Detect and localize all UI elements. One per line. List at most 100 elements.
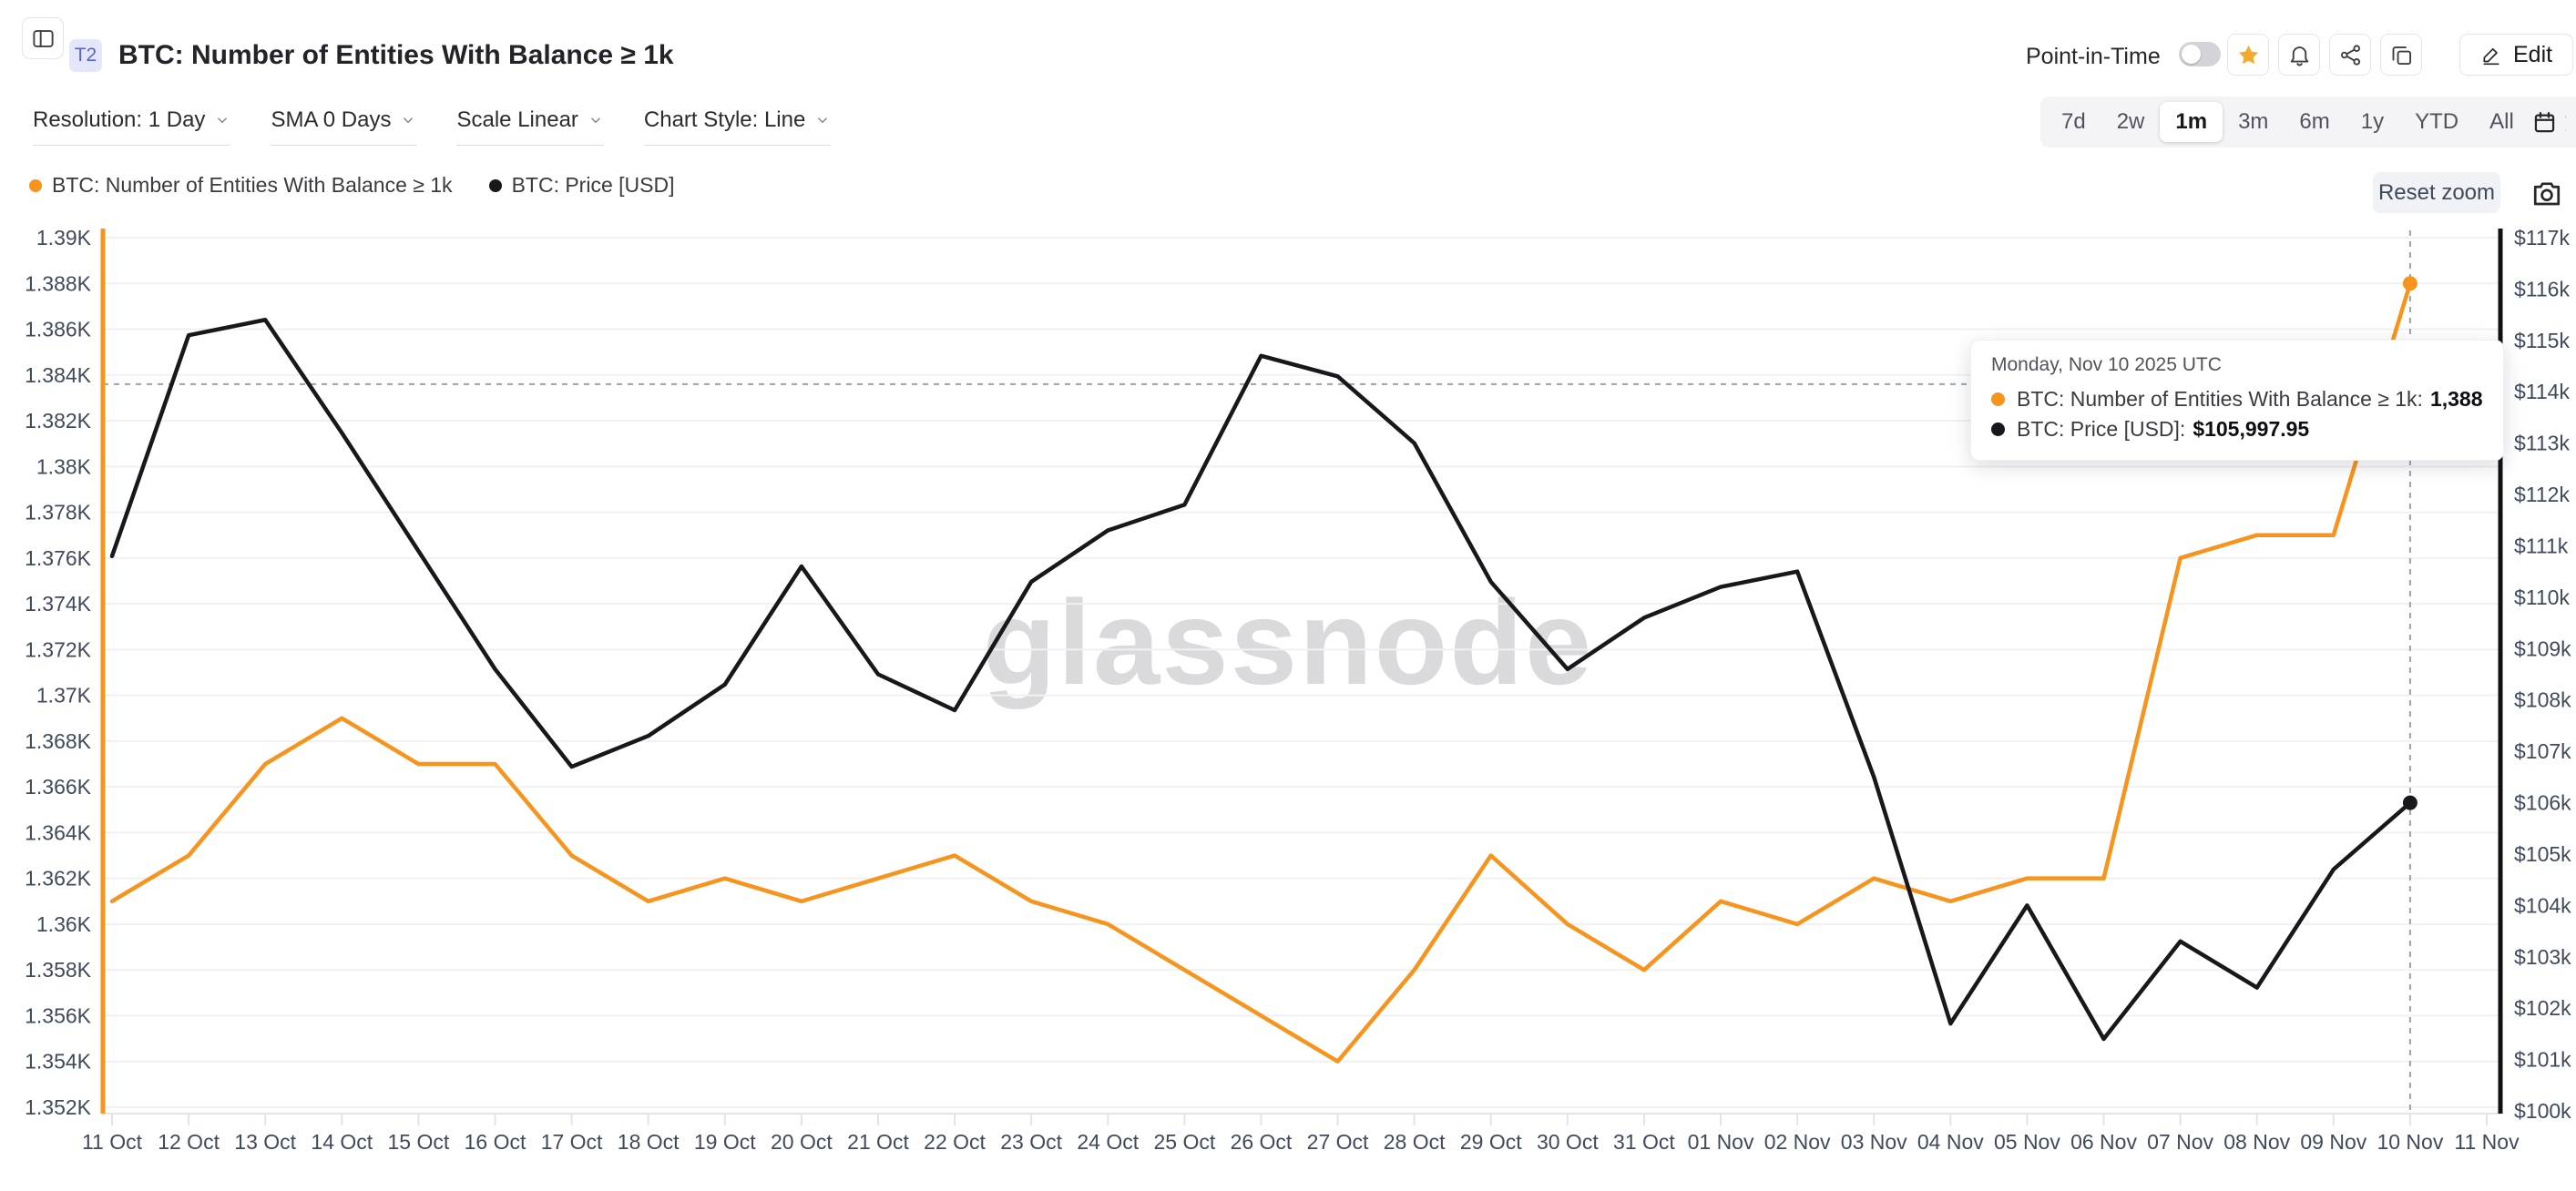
left-axis-label: 1.388K <box>25 271 92 295</box>
header: T2 BTC: Number of Entities With Balance … <box>0 0 2576 95</box>
right-axis-label: $102k <box>2514 996 2571 1020</box>
right-axis-label: $117k <box>2514 226 2570 249</box>
legend-dot <box>29 178 42 192</box>
range-option-ytd[interactable]: YTD <box>2415 109 2459 134</box>
right-axis-label: $115k <box>2514 329 2570 352</box>
pencil-icon <box>2483 47 2499 66</box>
resolution-value: Resolution: 1 Day <box>33 107 206 132</box>
chart-tooltip: Monday, Nov 10 2025 UTC BTC: Number of E… <box>1970 340 2504 461</box>
x-axis-label: 04 Nov <box>1917 1130 1984 1154</box>
left-axis-label: 1.382K <box>25 409 92 433</box>
tooltip-rows: BTC: Number of Entities With Balance ≥ 1… <box>1991 384 2483 444</box>
share-icon <box>2340 44 2360 66</box>
favorite-button[interactable] <box>2227 34 2269 76</box>
share-button[interactable] <box>2329 34 2371 76</box>
left-axis-label: 1.374K <box>25 592 92 616</box>
x-axis-label: 14 Oct <box>311 1130 373 1154</box>
chevron-down-icon <box>404 117 414 124</box>
calendar-icon <box>2534 111 2554 132</box>
x-axis-label: 09 Nov <box>2300 1130 2366 1154</box>
sma-dropdown[interactable]: SMA 0 Days <box>271 107 417 146</box>
chevron-down-icon <box>218 117 228 124</box>
chart-settings-toolbar: Resolution: 1 Day SMA 0 Days Scale Linea… <box>33 107 832 146</box>
range-option-1y[interactable]: 1y <box>2360 109 2385 134</box>
copy-icon <box>2392 46 2411 65</box>
x-axis-label: 26 Oct <box>1231 1130 1293 1154</box>
range-option-1m[interactable]: 1m <box>2160 102 2223 142</box>
time-range-selector: 7d 2w 1m 3m 6m 1y YTD All <box>2040 97 2576 148</box>
sma-value: SMA 0 Days <box>271 107 392 132</box>
left-axis-label: 1.364K <box>25 820 92 844</box>
left-axis-label: 1.37K <box>36 684 92 707</box>
left-axis-label: 1.358K <box>25 958 92 982</box>
left-axis-label: 1.36K <box>36 912 92 936</box>
series-endpoint-0 <box>2402 276 2418 291</box>
scale-dropdown[interactable]: Scale Linear <box>456 107 604 146</box>
edit-button[interactable]: Edit <box>2459 34 2574 76</box>
panel-left-icon <box>32 29 54 47</box>
right-axis-label: $106k <box>2514 791 2571 815</box>
right-axis-label: $110k <box>2514 585 2570 609</box>
x-axis-label: 11 Oct <box>82 1130 143 1154</box>
bell-icon <box>2290 46 2308 66</box>
camera-icon <box>2533 182 2561 206</box>
chart-style-dropdown[interactable]: Chart Style: Line <box>643 107 832 146</box>
range-option-2w[interactable]: 2w <box>2116 109 2145 134</box>
right-axis-label: $100k <box>2514 1099 2571 1123</box>
x-axis-label: 02 Nov <box>1764 1130 1831 1154</box>
alert-button[interactable] <box>2278 34 2320 76</box>
left-axis-label: 1.386K <box>25 318 92 341</box>
left-axis-label: 1.366K <box>25 775 92 799</box>
sidebar-toggle-button[interactable] <box>22 17 64 59</box>
right-axis-label: $114k <box>2514 380 2570 403</box>
duplicate-button[interactable] <box>2380 34 2422 76</box>
tooltip-value: 1,388 <box>2429 387 2483 411</box>
x-axis-label: 31 Oct <box>1613 1130 1675 1154</box>
x-axis-label: 16 Oct <box>465 1130 526 1154</box>
chart-style-value: Chart Style: Line <box>643 107 806 132</box>
legend-item-1[interactable]: BTC: Price [USD] <box>488 173 674 198</box>
resolution-dropdown[interactable]: Resolution: 1 Day <box>33 107 231 146</box>
scale-value: Scale Linear <box>456 107 578 132</box>
x-axis-label: 24 Oct <box>1077 1130 1139 1154</box>
right-axis-label: $105k <box>2514 842 2571 866</box>
range-option-3m[interactable]: 3m <box>2238 109 2269 134</box>
legend-label: BTC: Number of Entities With Balance ≥ 1… <box>52 173 453 197</box>
edit-button-label: Edit <box>2513 41 2553 67</box>
tooltip-label: BTC: Price [USD]: $105,997.95 <box>2017 417 2310 441</box>
x-axis-label: 01 Nov <box>1688 1130 1754 1154</box>
toggle-knob <box>2182 45 2201 64</box>
snapshot-button[interactable] <box>2530 177 2563 209</box>
right-axis-label: $107k <box>2514 739 2571 763</box>
point-in-time-toggle[interactable] <box>2179 42 2221 66</box>
tooltip-dot <box>1991 422 2005 436</box>
right-axis-label: $116k <box>2514 277 2570 300</box>
right-axis-label: $112k <box>2514 483 2570 506</box>
tooltip-row-0: BTC: Number of Entities With Balance ≥ 1… <box>1991 384 2483 414</box>
tier-badge: T2 <box>69 39 102 72</box>
left-axis-label: 1.354K <box>25 1050 92 1074</box>
range-option-6m[interactable]: 6m <box>2299 109 2330 134</box>
range-option-7d[interactable]: 7d <box>2061 109 2086 134</box>
left-axis-label: 1.384K <box>25 363 92 387</box>
x-axis-label: 15 Oct <box>388 1130 450 1154</box>
legend-item-0[interactable]: BTC: Number of Entities With Balance ≥ 1… <box>29 173 453 198</box>
range-option-all[interactable]: All <box>2489 109 2514 134</box>
right-axis-label: $108k <box>2514 688 2571 712</box>
tooltip-row-1: BTC: Price [USD]: $105,997.95 <box>1991 414 2483 444</box>
calendar-button[interactable] <box>2523 97 2565 148</box>
chart-legend: BTC: Number of Entities With Balance ≥ 1… <box>29 173 674 198</box>
x-axis-label: 30 Oct <box>1537 1130 1599 1154</box>
reset-zoom-button[interactable]: Reset zoom <box>2373 172 2500 213</box>
right-axis-label: $103k <box>2514 945 2571 969</box>
chevron-down-icon <box>590 117 600 124</box>
x-axis-label: 27 Oct <box>1307 1130 1369 1154</box>
x-axis-label: 11 Nov <box>2454 1130 2520 1154</box>
left-axis-label: 1.39K <box>36 226 92 249</box>
left-axis-label: 1.38K <box>36 454 92 478</box>
chevron-down-icon <box>818 117 828 124</box>
left-axis-label: 1.356K <box>25 1003 92 1027</box>
x-axis-label: 19 Oct <box>694 1130 756 1154</box>
right-axis-label: $101k <box>2514 1048 2571 1072</box>
